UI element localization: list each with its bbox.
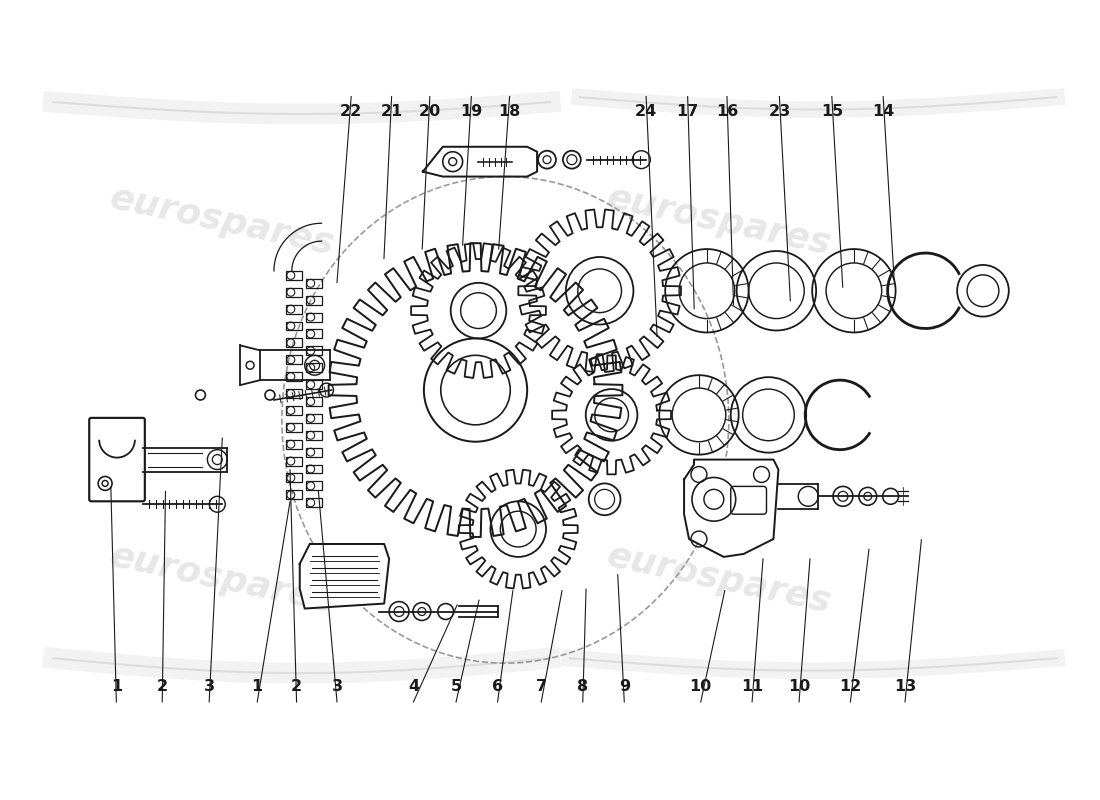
Text: eurospares: eurospares [604,181,834,262]
Bar [306,482,321,490]
Bar [306,296,321,305]
Text: 2: 2 [292,679,302,694]
Text: 7: 7 [536,679,547,694]
Text: 21: 21 [381,105,403,119]
Bar [306,313,321,322]
Text: 13: 13 [894,679,916,694]
Text: 20: 20 [419,105,441,119]
Bar [286,355,301,364]
Bar [286,457,301,466]
Text: 3: 3 [204,679,214,694]
Bar [306,430,321,440]
Bar [306,414,321,423]
Bar [306,448,321,457]
Bar [286,389,301,398]
Text: 22: 22 [340,105,362,119]
Text: 8: 8 [578,679,588,694]
Bar [286,271,301,280]
Text: 4: 4 [408,679,419,694]
Text: 24: 24 [635,105,658,119]
Bar [286,440,301,449]
Text: 5: 5 [451,679,462,694]
Text: 17: 17 [676,105,698,119]
Bar [286,474,301,482]
Bar [286,423,301,432]
Text: 3: 3 [331,679,342,694]
Bar [286,338,301,347]
Bar [306,363,321,372]
Text: eurospares: eurospares [604,538,834,619]
Bar [286,406,301,415]
Bar [286,490,301,499]
Text: 1: 1 [111,679,122,694]
Bar [306,346,321,355]
Bar [286,372,301,381]
Text: 6: 6 [492,679,503,694]
Bar [306,498,321,507]
Bar [306,397,321,406]
Text: 12: 12 [839,679,861,694]
Text: 10: 10 [690,679,712,694]
Bar [306,465,321,474]
Text: 2: 2 [156,679,168,694]
Text: 11: 11 [741,679,763,694]
Polygon shape [299,544,389,609]
Text: 14: 14 [872,105,894,119]
Text: 18: 18 [498,105,520,119]
Bar [306,330,321,338]
Bar [286,288,301,297]
Text: 10: 10 [788,679,811,694]
Polygon shape [422,146,537,177]
Text: eurospares: eurospares [107,181,338,262]
Bar [286,322,301,330]
Bar [306,380,321,389]
Text: 15: 15 [821,105,843,119]
Bar [306,279,321,288]
Text: eurospares: eurospares [107,538,338,619]
Text: 16: 16 [716,105,738,119]
Text: 23: 23 [768,105,791,119]
Text: 9: 9 [618,679,630,694]
Polygon shape [684,459,779,557]
Text: 19: 19 [460,105,483,119]
Bar [286,305,301,314]
Text: 1: 1 [252,679,263,694]
